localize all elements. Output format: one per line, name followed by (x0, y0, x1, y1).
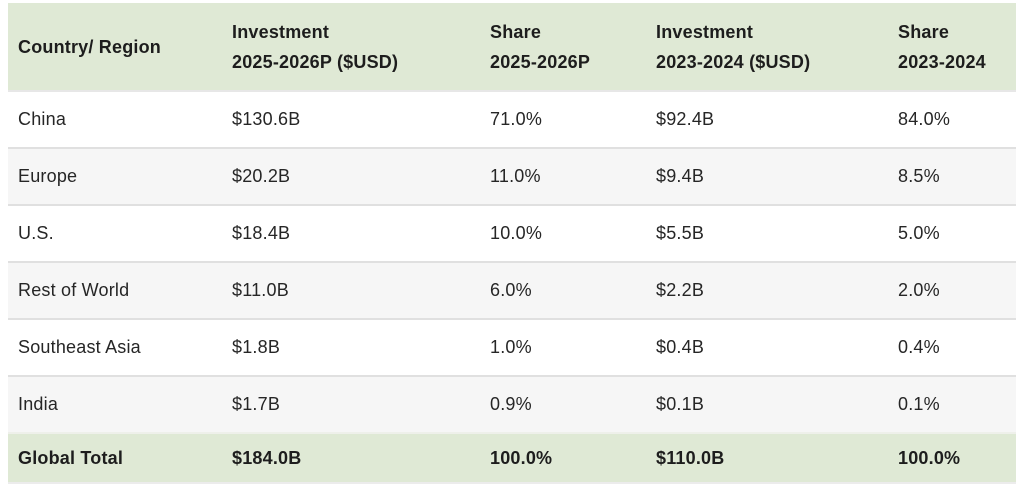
header-line: 2023-2024 (898, 51, 986, 72)
cell-investment-2025-2026: $130.6B (232, 90, 490, 147)
cell-investment-2025-2026: $20.2B (232, 147, 490, 204)
cell-region: U.S. (8, 204, 232, 261)
cell-share-2025-2026: 6.0% (490, 261, 656, 318)
header-line: 2023-2024 ($USD) (656, 51, 811, 72)
cell-share-2023-2024: 8.5% (898, 147, 1016, 204)
header-line: Share (490, 21, 542, 42)
cell-region: India (8, 375, 232, 432)
header-line: 2025-2026P ($USD) (232, 51, 399, 72)
cell-share-2025-2026: 71.0% (490, 90, 656, 147)
cell-investment-2025-2026: $184.0B (232, 432, 490, 484)
cell-investment-2023-2024: $92.4B (656, 90, 898, 147)
table-row-southeast-asia: Southeast Asia $1.8B 1.0% $0.4B 0.4% (8, 318, 1016, 375)
cell-share-2023-2024: 84.0% (898, 90, 1016, 147)
cell-share-2023-2024: 2.0% (898, 261, 1016, 318)
cell-region: Global Total (8, 432, 232, 484)
cell-investment-2023-2024: $0.1B (656, 375, 898, 432)
cell-investment-2023-2024: $9.4B (656, 147, 898, 204)
table-total-row: Global Total $184.0B 100.0% $110.0B 100.… (8, 432, 1016, 484)
table-row-us: U.S. $18.4B 10.0% $5.5B 5.0% (8, 204, 1016, 261)
header-line: Share (898, 21, 950, 42)
table-header-row: Country/ Region Investment 2025-2026P ($… (8, 3, 1016, 90)
header-line: Investment (232, 21, 330, 42)
cell-share-2025-2026: 100.0% (490, 432, 656, 484)
header-line: Investment (656, 21, 754, 42)
cell-region: Europe (8, 147, 232, 204)
col-header-investment-2025-2026: Investment 2025-2026P ($USD) (232, 3, 490, 90)
cell-share-2023-2024: 0.4% (898, 318, 1016, 375)
col-header-investment-2023-2024: Investment 2023-2024 ($USD) (656, 3, 898, 90)
table-row-europe: Europe $20.2B 11.0% $9.4B 8.5% (8, 147, 1016, 204)
cell-investment-2025-2026: $1.7B (232, 375, 490, 432)
investment-table: Country/ Region Investment 2025-2026P ($… (8, 3, 1016, 484)
header-line: 2025-2026P (490, 51, 591, 72)
cell-share-2023-2024: 0.1% (898, 375, 1016, 432)
cell-share-2023-2024: 5.0% (898, 204, 1016, 261)
cell-share-2025-2026: 11.0% (490, 147, 656, 204)
col-header-share-2023-2024: Share 2023-2024 (898, 3, 1016, 90)
cell-investment-2025-2026: $1.8B (232, 318, 490, 375)
cell-region: China (8, 90, 232, 147)
header-line: Country/ Region (18, 36, 161, 57)
cell-investment-2025-2026: $11.0B (232, 261, 490, 318)
table-row-india: India $1.7B 0.9% $0.1B 0.1% (8, 375, 1016, 432)
col-header-country-region: Country/ Region (8, 3, 232, 90)
cell-region: Southeast Asia (8, 318, 232, 375)
table-row-rest-of-world: Rest of World $11.0B 6.0% $2.2B 2.0% (8, 261, 1016, 318)
cell-investment-2025-2026: $18.4B (232, 204, 490, 261)
cell-investment-2023-2024: $110.0B (656, 432, 898, 484)
cell-share-2025-2026: 10.0% (490, 204, 656, 261)
cell-investment-2023-2024: $2.2B (656, 261, 898, 318)
table-row-china: China $130.6B 71.0% $92.4B 84.0% (8, 90, 1016, 147)
cell-share-2023-2024: 100.0% (898, 432, 1016, 484)
cell-share-2025-2026: 1.0% (490, 318, 656, 375)
cell-region: Rest of World (8, 261, 232, 318)
col-header-share-2025-2026: Share 2025-2026P (490, 3, 656, 90)
cell-investment-2023-2024: $5.5B (656, 204, 898, 261)
cell-investment-2023-2024: $0.4B (656, 318, 898, 375)
cell-share-2025-2026: 0.9% (490, 375, 656, 432)
